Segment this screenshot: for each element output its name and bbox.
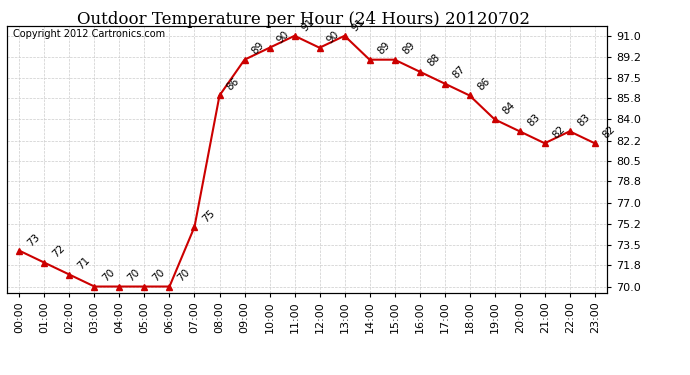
Text: 88: 88 xyxy=(425,53,442,69)
Text: 82: 82 xyxy=(600,124,617,141)
Text: 87: 87 xyxy=(450,64,466,81)
Text: 90: 90 xyxy=(325,28,342,45)
Text: 72: 72 xyxy=(50,243,66,260)
Text: 89: 89 xyxy=(250,40,266,57)
Text: 84: 84 xyxy=(500,100,517,117)
Text: 82: 82 xyxy=(550,124,566,141)
Text: 73: 73 xyxy=(25,231,41,248)
Text: 71: 71 xyxy=(75,255,92,272)
Text: 70: 70 xyxy=(150,267,166,284)
Text: 90: 90 xyxy=(275,28,291,45)
Text: 86: 86 xyxy=(475,76,492,93)
Text: 91: 91 xyxy=(350,16,366,33)
Text: 70: 70 xyxy=(100,267,117,284)
Text: 83: 83 xyxy=(575,112,592,129)
Text: Outdoor Temperature per Hour (24 Hours) 20120702: Outdoor Temperature per Hour (24 Hours) … xyxy=(77,11,530,28)
Text: 89: 89 xyxy=(375,40,392,57)
Text: 86: 86 xyxy=(225,76,241,93)
Text: 91: 91 xyxy=(300,16,317,33)
Text: 75: 75 xyxy=(200,208,217,224)
Text: 70: 70 xyxy=(175,267,191,284)
Text: Copyright 2012 Cartronics.com: Copyright 2012 Cartronics.com xyxy=(13,29,165,39)
Text: 83: 83 xyxy=(525,112,542,129)
Text: 70: 70 xyxy=(125,267,141,284)
Text: 89: 89 xyxy=(400,40,417,57)
